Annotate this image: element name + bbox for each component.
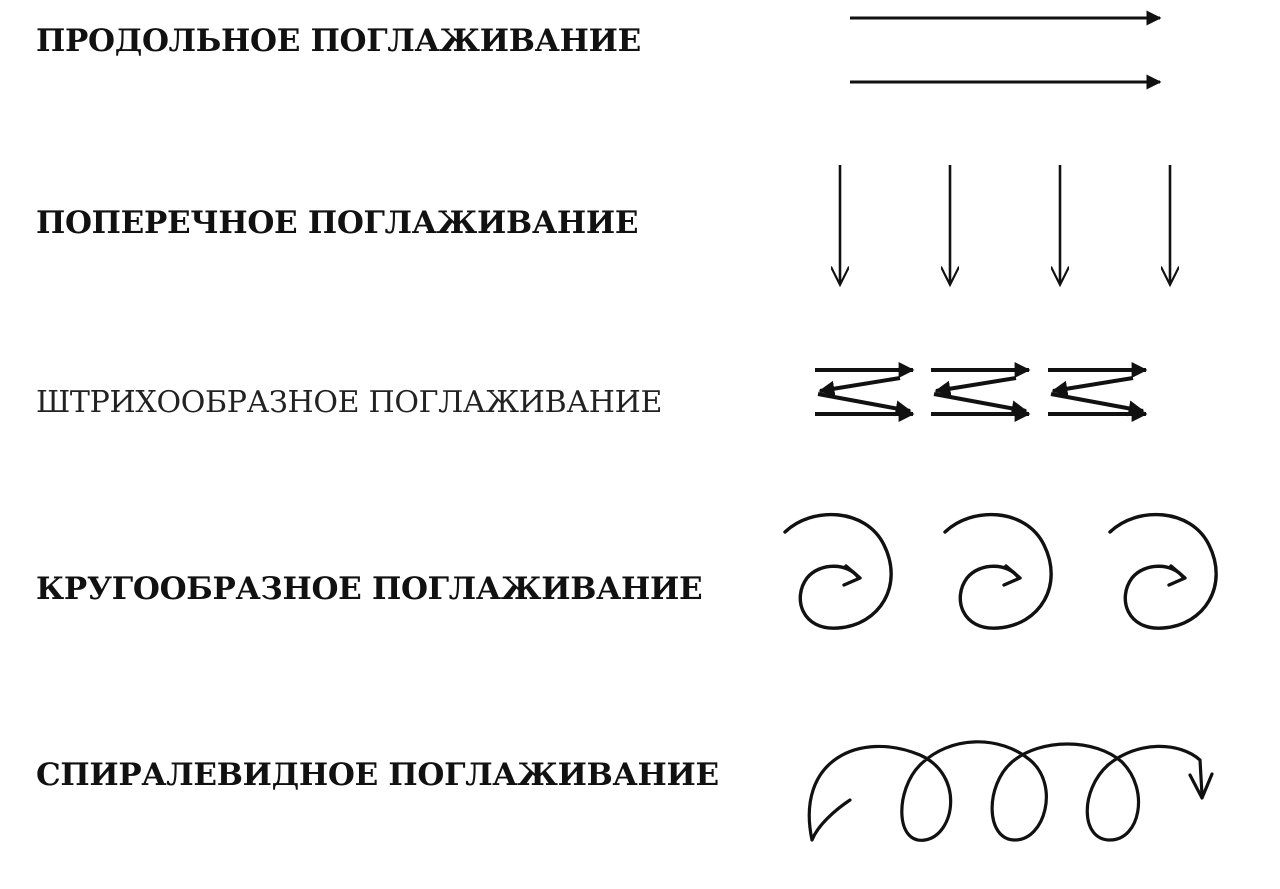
spiral-1 [783, 512, 893, 630]
label-transverse-stroking: ПОПЕРЕЧНОЕ ПОГЛАЖИВАНИЕ [36, 205, 639, 241]
spiral-2 [943, 512, 1053, 630]
zigzag-group-3 [1048, 362, 1148, 422]
label-longitudinal-stroking: ПРОДОЛЬНОЕ ПОГЛАЖИВАНИЕ [36, 23, 641, 59]
spiral-3 [1108, 512, 1218, 630]
zigzag-group-2 [931, 362, 1031, 422]
down-arrows-icon [840, 165, 1170, 283]
loop-arrow-icon [807, 740, 1214, 842]
label-circular-stroking: КРУГООБРАЗНОЕ ПОГЛАЖИВАНИЕ [36, 571, 703, 607]
zigzag-group-1 [815, 362, 915, 422]
label-hatching-stroking: ШТРИХООБРАЗНОЕ ПОГЛАЖИВАНИЕ [36, 385, 663, 420]
zigzag-arrows-icon [815, 362, 1148, 422]
parallel-right-arrows-icon [850, 10, 1162, 90]
label-spiral-stroking: СПИРАЛЕВИДНОЕ ПОГЛАЖИВАНИЕ [36, 757, 719, 793]
spiral-arrows-icon [783, 512, 1218, 630]
